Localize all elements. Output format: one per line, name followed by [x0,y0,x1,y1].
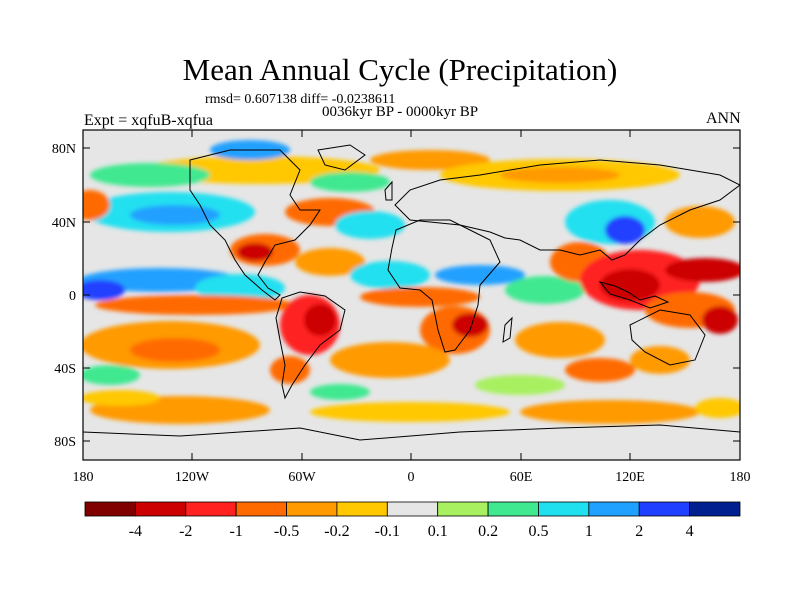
colorbar: -4 -2 -1 -0.5 -0.2 -0.1 0.1 0.2 0.5 1 2 4 [84,501,741,540]
colorbar-label: 2 [635,523,643,540]
colorbar-label: -1 [229,523,242,540]
lon-label: 60E [510,470,533,485]
colorbar-label: -2 [179,523,192,540]
lon-label: 120W [175,470,210,485]
lat-label: 0 [69,289,76,304]
lat-label: 80S [54,435,76,450]
coastlines [83,144,740,441]
experiment-label: Expt = xqfuB-xqfua [84,112,213,129]
colorbar-swatch [588,501,640,517]
season-label: ANN [706,110,741,127]
period-label: 0036kyr BP - 0000kyr BP [322,104,479,120]
colorbar-label: 1 [585,523,593,540]
lon-label: 0 [408,470,415,485]
colorbar-swatch [487,501,539,517]
lat-label: 40N [52,216,76,231]
colorbar-label: 0.1 [428,523,448,540]
colorbar-swatch [134,501,187,517]
anomaly-fields [83,140,740,424]
colorbar-swatch [638,501,691,517]
lon-label: 120E [615,470,645,485]
colorbar-label: -0.2 [324,523,349,540]
lon-label: 60W [288,470,316,485]
colorbar-label: -4 [129,523,142,540]
colorbar-swatch [386,501,439,517]
colorbar-label: 4 [686,523,694,540]
colorbar-label: -0.1 [375,523,400,540]
rmsd-diff-stats: rmsd= 0.607138 diff= -0.0238611 [205,92,396,107]
colorbar-swatch [84,501,136,517]
lat-label: 40S [54,362,76,377]
colorbar-label: -0.5 [274,523,299,540]
lon-label: 180 [730,470,751,485]
colorbar-swatch [538,501,590,517]
colorbar-swatch [286,501,338,517]
colorbar-label: 0.2 [478,523,498,540]
colorbar-swatch [185,501,237,517]
axis-ticks [83,130,740,460]
colorbar-swatch [437,501,489,517]
colorbar-swatch [689,501,741,517]
lat-label: 80N [52,142,76,157]
colorbar-swatch [336,501,388,517]
lon-label: 180 [73,470,94,485]
colorbar-label: 0.5 [528,523,548,540]
plot-title: Mean Annual Cycle (Precipitation) [182,52,618,87]
colorbar-swatch [235,501,287,517]
